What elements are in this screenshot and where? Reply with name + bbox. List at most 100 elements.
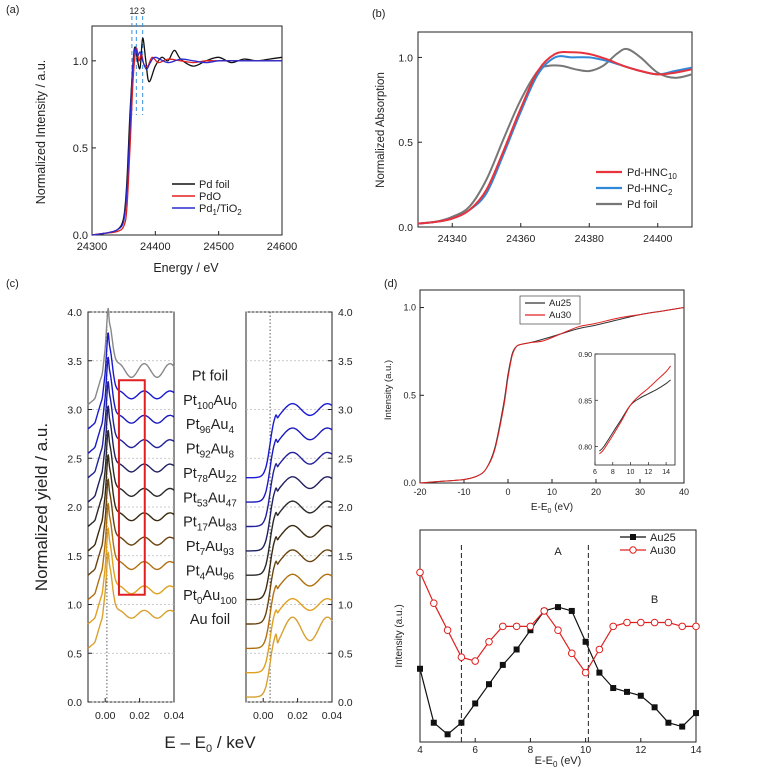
y-tick-label-left: 1.0 [67, 600, 82, 612]
y-tick-label: 0.0 [73, 230, 88, 242]
inset-y-tick-label: 0.85 [578, 398, 592, 405]
circle-marker [692, 622, 700, 631]
sample-main2: Au [211, 442, 229, 458]
y-tick-label-left: 3.0 [67, 405, 82, 417]
panel-c: (c) 0.0 0.0 0.5 0.5 1.0 1.0 1.5 1.5 2.0 2.0 2.5 2.5… [6, 278, 353, 755]
inset-x-tick-label: 6 [593, 469, 597, 476]
sample-main: Pt [183, 393, 197, 409]
sample-main2: Au [208, 515, 226, 531]
legend-tail: /TiO [217, 203, 238, 215]
square-marker [472, 700, 479, 707]
square-marker [596, 669, 603, 676]
panel-b-ylabel: Normalized Absorption [375, 72, 387, 188]
x-tick-label: 24400 [643, 233, 672, 245]
sample-label: Pt53Au47 [183, 490, 237, 509]
sample-main: Pt [186, 539, 200, 555]
legend-label: Pd-HNC10 [627, 167, 677, 181]
circle-marker [430, 599, 438, 608]
sample-label: Pt100Au0 [183, 393, 237, 412]
y-tick-label-right: 3.5 [338, 356, 353, 368]
circle-marker [609, 622, 618, 631]
x-tick-label: 8 [528, 745, 534, 756]
x-tick-label: 40 [679, 487, 689, 497]
x-tick-label: 24400 [140, 241, 171, 253]
sample-main2: Au [208, 466, 226, 482]
y-tick-label-right: 2.5 [338, 453, 353, 465]
sample-sub: 78 [197, 474, 209, 485]
right-spectrum-line [246, 500, 333, 576]
y-tick-label-right: 1.5 [338, 551, 353, 563]
y-tick-label: 1.0 [73, 56, 88, 68]
series-line [419, 307, 685, 484]
legend-label: Pd foil [627, 199, 658, 211]
square-marker [417, 665, 423, 672]
panel-d-top-xlabel: E-E0 (eV) [531, 502, 573, 515]
right-spectrum-line [246, 476, 333, 552]
circle-marker [512, 622, 521, 631]
panel-c-label: (c) [6, 278, 19, 290]
panel-a-label: (a) [6, 4, 19, 16]
right-spectrum-line [246, 451, 333, 528]
y-tick-label-left: 0.5 [67, 648, 82, 660]
sample-sub2: 47 [226, 498, 238, 509]
sample-label: Pt96Au4 [186, 417, 235, 436]
sample-sub2: 83 [226, 523, 238, 534]
panel-c-highlight-box [117, 379, 146, 596]
x-tick-label: 0 [505, 487, 510, 497]
legend-text: PdO [199, 191, 221, 203]
sample-sub: 92 [200, 450, 212, 461]
y-tick-label-right: 4.0 [338, 307, 353, 319]
square-marker [458, 719, 465, 726]
square-marker [499, 661, 506, 668]
inset-x-tick-label: 10 [627, 469, 635, 476]
y-tick-label-right: 3.0 [338, 405, 353, 417]
x-tick-label: 30 [635, 487, 645, 497]
circle-marker [595, 645, 604, 654]
left-spectrum-line [87, 527, 175, 625]
sample-main: Pt [186, 442, 200, 458]
edge-marker-label: 2 [134, 6, 139, 16]
legend-sub2: 2 [237, 208, 242, 217]
y-tick-label-left: 2.5 [67, 453, 82, 465]
legend-text: Pd-HNC [627, 167, 668, 179]
edge-marker-label: 3 [140, 6, 145, 16]
feature-annotation: B [651, 594, 658, 606]
left-spectrum-line [87, 307, 175, 406]
panel-c-xlabel: E – E0 / keV [164, 733, 256, 755]
edge-marker-label: 1 [129, 6, 134, 16]
sample-sub: 7 [200, 547, 206, 558]
sample-main: Pt [183, 588, 197, 604]
legend-text: Pd foil [627, 199, 658, 211]
left-spectrum-line [87, 551, 175, 649]
sample-sub2: 22 [226, 474, 238, 485]
circle-marker [457, 653, 466, 662]
circle-marker [637, 618, 645, 627]
sample-sub2: 0 [231, 401, 237, 412]
legend-label: Au25 [650, 532, 676, 544]
circle-marker [678, 622, 687, 631]
sample-sub: 100 [197, 401, 214, 412]
inset-y-tick-label: 0.80 [578, 445, 592, 452]
panel-a-axes-frame [91, 25, 283, 236]
sample-main: Pt [186, 563, 200, 579]
inset-x-tick-label: 14 [662, 469, 670, 476]
panel-d-bottom-xlabel: E-E0 (eV) [535, 755, 582, 769]
sample-sub: 53 [197, 498, 209, 509]
sample-sub2: 96 [223, 571, 235, 582]
circle-marker [623, 618, 631, 627]
y-tick-label-left: 3.5 [67, 356, 82, 368]
square-marker [651, 704, 658, 711]
x-tick-label-right: 0.04 [322, 710, 343, 722]
square-marker [486, 681, 492, 688]
panel-b-axes-frame [417, 31, 693, 228]
legend-label: Pd1/TiO2 [199, 203, 242, 217]
sample-sub2: 8 [229, 450, 235, 461]
circle-marker [540, 607, 549, 615]
sample-main2: Au [208, 490, 226, 506]
legend-marker [630, 534, 636, 540]
y-tick-label-right: 0.0 [338, 697, 353, 709]
sample-main2: Au [205, 539, 223, 555]
